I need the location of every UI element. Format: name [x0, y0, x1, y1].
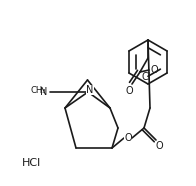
Text: N: N — [86, 85, 94, 95]
Text: CH₃: CH₃ — [31, 86, 46, 94]
Text: O: O — [155, 141, 163, 151]
Text: O: O — [125, 86, 133, 96]
Text: Cl: Cl — [141, 72, 151, 82]
Text: O: O — [124, 133, 132, 143]
Text: HCl: HCl — [22, 158, 41, 168]
Text: N: N — [40, 87, 48, 97]
Text: O: O — [150, 65, 158, 75]
